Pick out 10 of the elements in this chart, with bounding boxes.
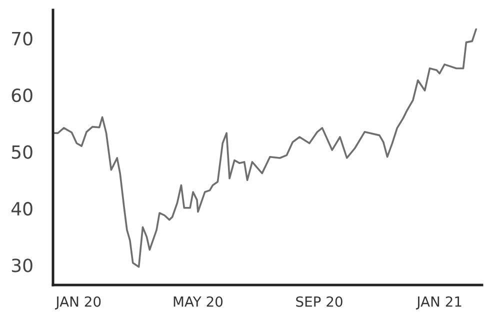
y-tick-label: 40 [11, 202, 32, 216]
y-tick-label: 50 [12, 145, 32, 159]
x-tick-label: MAY 20 [174, 296, 223, 307]
y-tick-label: 70 [12, 32, 32, 46]
x-tick-label: JAN 21 [416, 296, 462, 310]
y-tick-label: 30 [12, 258, 32, 272]
line-series [53, 28, 477, 268]
x-tick-label: JAN 20 [55, 296, 101, 310]
y-tick-label: 60 [12, 88, 32, 102]
x-tick-label: SEP 20 [296, 296, 342, 307]
